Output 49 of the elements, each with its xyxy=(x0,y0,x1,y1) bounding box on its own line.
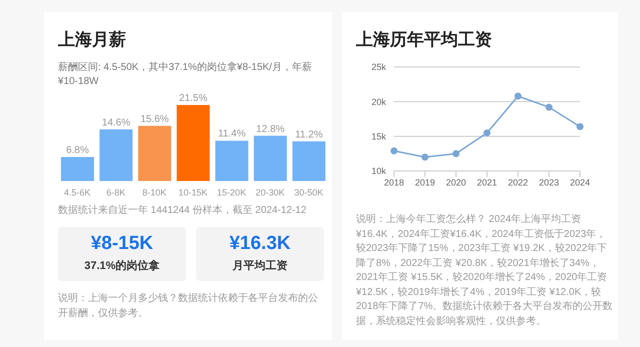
data-label: 14.6% xyxy=(102,117,130,128)
x-tick-label: 2022 xyxy=(508,177,528,188)
chart-title: 上海月薪 xyxy=(58,29,127,51)
point xyxy=(452,150,460,158)
text: 数据统计来自近一年 1441244 份样本，截至 2024-12-12 xyxy=(58,204,308,217)
y-tick-label: 25k xyxy=(371,62,386,72)
y-tick-label: 15k xyxy=(371,132,386,142)
x-tick-label: 8-10K xyxy=(142,187,166,198)
text: ¥16.3K xyxy=(228,233,292,255)
point xyxy=(422,154,428,161)
data-label: 12.8% xyxy=(256,124,285,135)
data-label: 11.2% xyxy=(295,129,323,140)
x-tick-label: 20-30K xyxy=(256,187,285,198)
x-tick-label: 2018 xyxy=(384,177,404,188)
x-tick-label: 30-50K xyxy=(294,187,324,198)
bar xyxy=(254,136,287,181)
bar xyxy=(138,126,172,181)
bar xyxy=(292,141,326,181)
data-label: 21.5% xyxy=(179,93,208,104)
point xyxy=(484,129,490,136)
x-tick-label: 2023 xyxy=(538,177,560,188)
bar xyxy=(100,129,133,181)
text: 月平均工资 xyxy=(232,259,288,273)
chart-title: 上海历年平均工资 xyxy=(356,29,493,51)
text: ¥8-15K xyxy=(90,233,154,255)
x-tick-label: 10-15K xyxy=(178,187,208,198)
data-label: 6.8% xyxy=(66,144,90,156)
text: 说明：上海一个月多少钱？数据统计依赖于各平台发布的公开薪酬，仅供参考。 xyxy=(58,292,319,321)
x-tick-label: 15-20K xyxy=(217,187,246,198)
data-label: 11.4% xyxy=(218,128,246,140)
bar xyxy=(215,140,248,181)
x-tick-label: 6-8K xyxy=(106,187,126,198)
y-tick-label: 10k xyxy=(371,166,386,176)
text: 说明：上海今年工资怎么样？ 2024年上海平均工资 ¥16.4K，2024年工资¥16.4K，2024年工资低于2023年，较2023年下降了15%，2023年工资 ¥19.2K，较2022年下降了8%，2022年工资 ¥20.8K，较2021年增长了34%，2021年工资 ¥15.5K，较2020年增长了24%，2020年工资 ¥12.5K，较2019年增长了4%，2019年工资 ¥12.0K，较2018年下降了7%。数据统计依赖于各大平台发布的公开数据，系统稳定性会影响客观性，仅供参考。 xyxy=(356,213,614,328)
y-tick-label: 20k xyxy=(371,96,386,107)
chart-subtitle: 薪酬区间: 4.5-50K，其中37.1%的岗位拿¥8-15K/月，年薪¥10-18W xyxy=(58,61,313,89)
bar xyxy=(176,105,210,181)
x-tick-label: 2020 xyxy=(446,177,466,188)
point xyxy=(576,123,584,130)
bar xyxy=(61,156,94,181)
x-tick-label: 4.5-6K xyxy=(64,187,91,198)
point xyxy=(514,92,522,100)
data-label: 15.6% xyxy=(140,114,169,125)
text: 37.1%的岗位拿 xyxy=(83,258,161,273)
x-tick-label: 2021 xyxy=(476,177,498,188)
point xyxy=(546,104,552,111)
x-tick-label: 2019 xyxy=(414,177,436,188)
x-tick-label: 2024 xyxy=(570,177,590,188)
point xyxy=(390,147,398,154)
